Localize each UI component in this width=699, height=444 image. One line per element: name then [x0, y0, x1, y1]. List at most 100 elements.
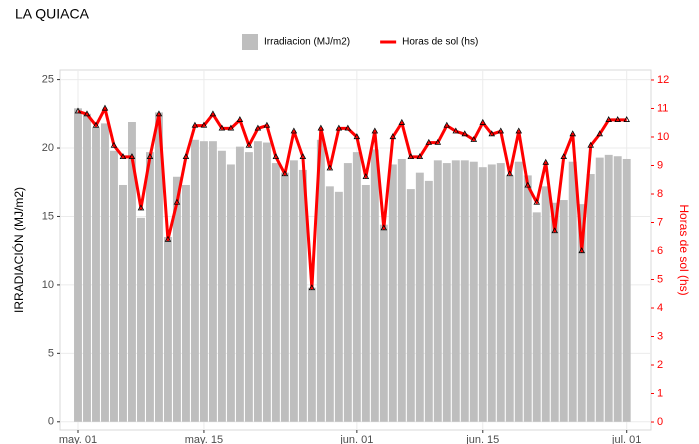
y-tick-label: 10 — [42, 279, 54, 291]
bar — [352, 152, 361, 422]
bar — [137, 217, 145, 422]
point — [560, 153, 568, 160]
bar — [163, 236, 172, 422]
point — [164, 235, 172, 242]
point — [587, 141, 595, 148]
y2-tick-label: 2 — [657, 359, 663, 371]
point — [182, 153, 190, 160]
bar — [523, 175, 532, 422]
bar — [190, 139, 199, 422]
point — [74, 107, 82, 114]
line — [77, 106, 627, 290]
point — [524, 181, 532, 188]
y2-tick-label: 8 — [657, 188, 663, 200]
bar — [235, 146, 244, 422]
bar — [119, 184, 127, 422]
bar — [172, 176, 181, 422]
point — [605, 116, 612, 122]
bar — [379, 224, 388, 422]
bar — [451, 160, 460, 422]
bar — [514, 161, 523, 422]
point — [191, 121, 199, 128]
point — [236, 116, 244, 122]
y2-axis-title: Horas de sol (hs) — [677, 204, 691, 295]
bar — [101, 123, 109, 422]
point — [173, 198, 181, 205]
y2-tick-label: 5 — [657, 273, 663, 285]
point — [128, 153, 136, 160]
point — [497, 127, 505, 134]
bar — [586, 174, 595, 422]
bar — [181, 184, 190, 422]
point — [506, 170, 514, 177]
point — [434, 138, 442, 145]
point — [479, 118, 487, 125]
bar — [253, 141, 262, 422]
bar — [361, 184, 370, 422]
point — [407, 153, 415, 160]
point — [623, 116, 630, 122]
point — [515, 127, 523, 134]
chart-title: LA QUIACA — [15, 6, 90, 22]
y2-tick-label: 1 — [657, 387, 663, 399]
y2-tick-label: 12 — [657, 74, 669, 86]
point — [596, 130, 604, 137]
point — [551, 227, 559, 234]
point — [92, 121, 100, 128]
bar — [505, 175, 514, 422]
point — [308, 284, 316, 291]
point — [101, 104, 109, 111]
y-tick-label: 5 — [48, 347, 54, 359]
y2-tick-label: 9 — [657, 159, 663, 171]
bar — [325, 186, 334, 422]
bar — [469, 161, 478, 422]
bar — [280, 172, 289, 422]
bar — [541, 186, 550, 422]
point — [146, 153, 154, 160]
legend-swatch — [242, 34, 258, 50]
y2-tick-label: 4 — [657, 302, 663, 314]
bar — [145, 152, 154, 422]
x-tick-label: may. 01 — [59, 434, 97, 444]
y2-tick-label: 3 — [657, 330, 663, 342]
point — [245, 141, 253, 148]
point — [110, 141, 118, 148]
y2-tick-label: 11 — [657, 102, 668, 114]
point — [461, 130, 469, 137]
bar — [307, 287, 316, 422]
point — [326, 164, 334, 171]
point — [578, 247, 586, 254]
bar — [532, 212, 541, 422]
point — [380, 224, 388, 231]
bar — [424, 180, 433, 422]
y-tick-label: 0 — [48, 416, 54, 428]
legend-label: Horas de sol (hs) — [402, 37, 478, 48]
bar — [478, 167, 487, 422]
bar — [334, 191, 343, 422]
bar — [397, 158, 406, 422]
legend-label: Irradiacion (MJ/m2) — [264, 37, 350, 48]
bar — [577, 204, 586, 422]
bar — [559, 200, 568, 422]
bar — [550, 202, 559, 422]
point — [470, 136, 478, 142]
point — [416, 153, 424, 160]
bar — [388, 164, 397, 422]
point — [425, 138, 433, 145]
bar — [568, 161, 577, 422]
y2-tick-label: 6 — [657, 245, 663, 257]
bar — [370, 149, 379, 422]
point — [200, 121, 208, 128]
point — [209, 110, 217, 117]
bar — [460, 160, 469, 422]
bar — [496, 163, 505, 422]
point — [263, 121, 271, 128]
bar — [244, 152, 253, 422]
point — [389, 133, 397, 140]
y-tick-label: 25 — [42, 73, 54, 85]
y2-tick-label: 0 — [657, 416, 663, 428]
point — [272, 153, 280, 160]
bar — [595, 157, 604, 422]
bar — [217, 150, 226, 422]
